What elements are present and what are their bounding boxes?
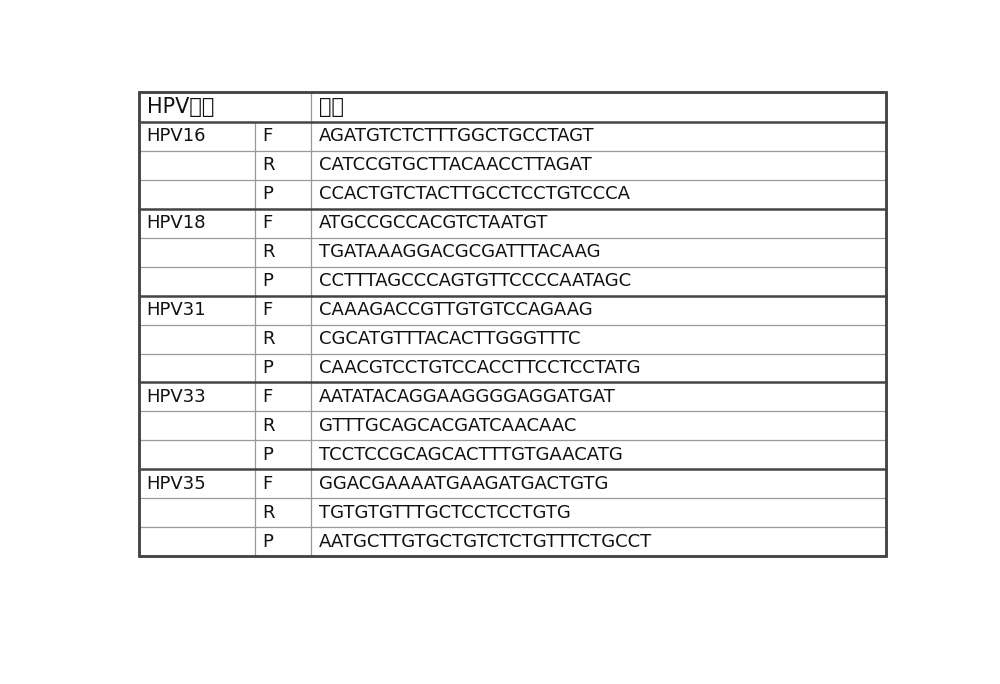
Text: AATGCTTGTGCTGTCTCTGTTTCTGCCT: AATGCTTGTGCTGTCTCTGTTTCTGCCT	[319, 533, 652, 551]
Bar	[139, 92, 886, 556]
Text: HPV35: HPV35	[147, 475, 206, 492]
Text: CATCCGTGCTTACAACCTTAGAT: CATCCGTGCTTACAACCTTAGAT	[319, 157, 591, 174]
Text: CAAAGACCGTTGTGTCCAGAAG: CAAAGACCGTTGTGTCCAGAAG	[319, 301, 592, 319]
Text: GTTTGCAGCACGATCAACAAC: GTTTGCAGCACGATCAACAAC	[319, 417, 576, 435]
Text: AGATGTCTCTTTGGCTGCCTAGT: AGATGTCTCTTTGGCTGCCTAGT	[319, 127, 594, 146]
Text: GGACGAAAATGAAGATGACTGTG: GGACGAAAATGAAGATGACTGTG	[319, 475, 608, 492]
Text: P: P	[263, 272, 273, 290]
Text: F: F	[263, 301, 273, 319]
Text: R: R	[263, 503, 275, 522]
Text: P: P	[263, 533, 273, 551]
Text: CCTTTAGCCCAGTGTTCCCCAATAGC: CCTTTAGCCCAGTGTTCCCCAATAGC	[319, 272, 631, 290]
Text: AATATACAGGAAGGGGAGGATGAT: AATATACAGGAAGGGGAGGATGAT	[319, 388, 615, 406]
Text: R: R	[263, 330, 275, 348]
Text: P: P	[263, 359, 273, 377]
Text: P: P	[263, 446, 273, 464]
Text: TGATAAAGGACGCGATTTACAAG: TGATAAAGGACGCGATTTACAAG	[319, 244, 600, 261]
Text: R: R	[263, 244, 275, 261]
Text: R: R	[263, 417, 275, 435]
Text: CCACTGTCTACTTGCCTCCTGTCCCA: CCACTGTCTACTTGCCTCCTGTCCCA	[319, 185, 630, 203]
Text: 序列: 序列	[319, 97, 344, 117]
Text: HPV型别: HPV型别	[147, 97, 214, 117]
Text: P: P	[263, 185, 273, 203]
Bar	[139, 92, 886, 556]
Text: F: F	[263, 475, 273, 492]
Text: TGTGTGTTTGCTCCTCCTGTG: TGTGTGTTTGCTCCTCCTGTG	[319, 503, 570, 522]
Text: TCCTCCGCAGCACTTTGTGAACATG: TCCTCCGCAGCACTTTGTGAACATG	[319, 446, 622, 464]
Text: HPV31: HPV31	[147, 301, 206, 319]
Text: HPV18: HPV18	[147, 214, 206, 233]
Bar	[139, 92, 886, 556]
Text: F: F	[263, 214, 273, 233]
Text: F: F	[263, 127, 273, 146]
Text: F: F	[263, 388, 273, 406]
Text: R: R	[263, 157, 275, 174]
Text: HPV16: HPV16	[147, 127, 206, 146]
Text: CGCATGTTTACACTTGGGTTTC: CGCATGTTTACACTTGGGTTTC	[319, 330, 580, 348]
Text: HPV33: HPV33	[147, 388, 206, 406]
Text: CAACGTCCTGTCCACCTTCCTCCTATG: CAACGTCCTGTCCACCTTCCTCCTATG	[319, 359, 640, 377]
Text: ATGCCGCCACGTCTAATGT: ATGCCGCCACGTCTAATGT	[319, 214, 548, 233]
